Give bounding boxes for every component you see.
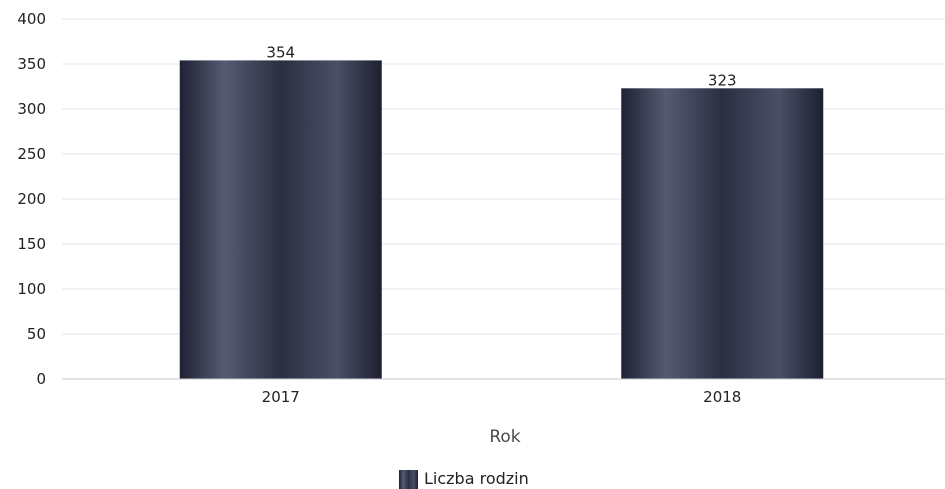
bar-2018 (621, 88, 824, 380)
bar-value-label: 323 (708, 71, 737, 89)
y-tick-label: 200 (17, 190, 46, 208)
legend: Liczba rodzin (399, 469, 529, 489)
bar-value-label: 354 (266, 43, 295, 61)
y-tick-label: 400 (17, 10, 46, 28)
bars: 354 323 (179, 43, 824, 380)
legend-swatch (399, 470, 418, 489)
legend-label: Liczba rodzin (424, 469, 529, 488)
x-tick-label: 2018 (703, 388, 741, 406)
y-tick-label: 0 (36, 370, 46, 388)
y-tick-label: 50 (27, 325, 46, 343)
x-axis: 2017 2018 (262, 388, 742, 406)
y-axis: 0 50 100 150 200 250 300 350 400 (17, 10, 46, 388)
x-axis-title: Rok (489, 427, 520, 447)
x-tick-label: 2017 (262, 388, 300, 406)
y-tick-label: 300 (17, 100, 46, 118)
bar-2017 (179, 60, 382, 380)
y-tick-label: 150 (17, 235, 46, 253)
y-tick-label: 100 (17, 280, 46, 298)
y-tick-label: 250 (17, 145, 46, 163)
y-tick-label: 350 (17, 55, 46, 73)
